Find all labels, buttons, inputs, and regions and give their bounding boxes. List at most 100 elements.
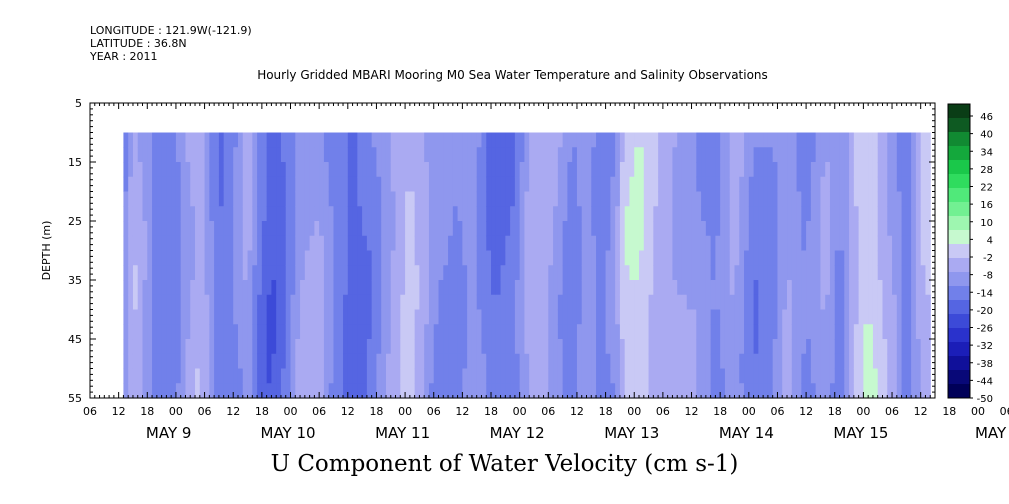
heatmap-cell (901, 265, 907, 281)
heatmap-cell (438, 265, 444, 281)
heatmap-cell (261, 265, 268, 281)
heatmap-cell (553, 280, 559, 296)
heatmap-cell (338, 221, 344, 237)
heatmap-cell (787, 206, 793, 222)
heatmap-cell (763, 368, 769, 384)
heatmap-cell (639, 235, 645, 252)
heatmap-cell (863, 309, 869, 325)
heatmap-cell (433, 147, 440, 163)
heatmap-cell (586, 191, 592, 207)
heatmap-cell (414, 132, 421, 148)
heatmap-cell (190, 235, 196, 252)
heatmap-cell (734, 162, 740, 178)
heatmap-cell (357, 353, 363, 370)
heatmap-cell (920, 162, 927, 178)
heatmap-cell (519, 206, 526, 222)
heatmap-cell (280, 162, 287, 178)
heatmap-cell (529, 383, 535, 399)
heatmap-cell (810, 368, 817, 384)
heatmap-cell (877, 191, 884, 207)
heatmap-cell (414, 294, 421, 311)
heatmap-cell (352, 353, 358, 370)
heatmap-cell (600, 147, 607, 163)
heatmap-cell (662, 250, 669, 266)
heatmap-cell (343, 265, 349, 281)
heatmap-cell (801, 280, 807, 296)
x-day-label: MAY 13 (604, 424, 659, 442)
heatmap-cell (553, 383, 559, 399)
heatmap-cell (572, 250, 578, 266)
heatmap-cell (557, 250, 564, 266)
heatmap-cell (662, 324, 669, 340)
heatmap-cell (767, 309, 774, 325)
heatmap-cell (739, 383, 745, 399)
heatmap-cell (514, 206, 521, 222)
heatmap-cell (495, 176, 502, 193)
heatmap-cell (295, 353, 301, 370)
heatmap-cell (600, 176, 607, 193)
heatmap-cell (233, 221, 239, 237)
heatmap-cell (748, 339, 755, 355)
heatmap-cell (615, 132, 621, 148)
heatmap-cell (667, 353, 674, 370)
heatmap-cell (190, 368, 196, 384)
heatmap-cell (276, 206, 282, 222)
heatmap-cell (171, 162, 177, 178)
heatmap-cell (314, 235, 320, 252)
colorbar-swatch (948, 384, 970, 399)
heatmap-cell (409, 147, 416, 163)
heatmap-cell (409, 162, 416, 178)
heatmap-cell (548, 309, 554, 325)
heatmap-cell (524, 280, 530, 296)
heatmap-cell (724, 132, 731, 148)
heatmap-cell (495, 132, 502, 148)
heatmap-cell (457, 206, 463, 222)
heatmap-cell (581, 265, 588, 281)
heatmap-cell (142, 147, 148, 163)
heatmap-cell (471, 265, 478, 281)
heatmap-cell (214, 221, 220, 237)
heatmap-cell (543, 147, 549, 163)
heatmap-cell (882, 280, 888, 296)
heatmap-cell (166, 176, 172, 193)
heatmap-cell (495, 353, 502, 370)
heatmap-cell (467, 280, 473, 296)
heatmap-cell (462, 162, 468, 178)
heatmap-cell (261, 176, 268, 193)
heatmap-cell (366, 265, 373, 281)
heatmap-cell (467, 294, 473, 311)
heatmap-cell (925, 206, 931, 222)
heatmap-cell (553, 353, 559, 370)
heatmap-cell (691, 339, 697, 355)
heatmap-cell (491, 162, 497, 178)
heatmap-cell (787, 339, 793, 355)
heatmap-cell (309, 206, 315, 222)
heatmap-cell (915, 176, 922, 193)
heatmap-cell (748, 294, 755, 311)
heatmap-cell (849, 162, 855, 178)
heatmap-cell (123, 265, 129, 281)
heatmap-cell (825, 221, 831, 237)
heatmap-cell (610, 280, 616, 296)
heatmap-cell (510, 132, 516, 148)
heatmap-cell (252, 353, 258, 370)
heatmap-cell (486, 294, 492, 311)
heatmap-cell (271, 221, 277, 237)
heatmap-cell (338, 324, 344, 340)
heatmap-cell (724, 383, 731, 399)
heatmap-cell (672, 368, 678, 384)
heatmap-cell (896, 339, 903, 355)
heatmap-cell (763, 206, 769, 222)
heatmap-cell (744, 221, 750, 237)
heatmap-cell (156, 235, 163, 252)
heatmap-cell (605, 221, 611, 237)
heatmap-cell (228, 294, 234, 311)
heatmap-cell (233, 353, 239, 370)
heatmap-cell (166, 339, 172, 355)
heatmap-cell (925, 176, 931, 193)
heatmap-cell (491, 221, 497, 237)
heatmap-cell (624, 339, 631, 355)
heatmap-cell (619, 294, 626, 311)
heatmap-cell (175, 324, 182, 340)
heatmap-cell (868, 324, 874, 340)
